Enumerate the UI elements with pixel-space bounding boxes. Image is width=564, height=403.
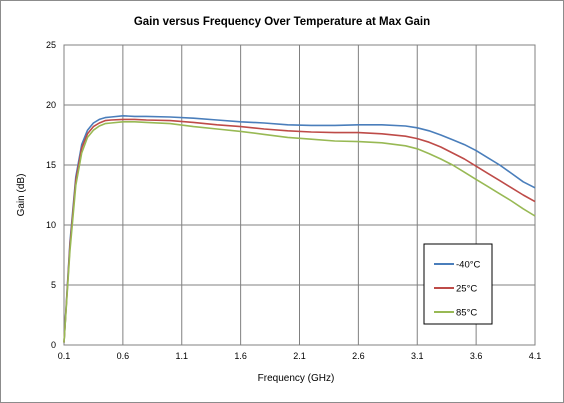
y-tick-label: 25 xyxy=(46,40,56,50)
x-axis-label: Frequency (GHz) xyxy=(258,373,335,384)
legend-label-1: 25°C xyxy=(456,284,477,295)
y-tick-label: 15 xyxy=(46,160,56,170)
legend: -40°C 25°C 85°C xyxy=(423,243,493,325)
y-tick-labels: 0 5 10 15 20 25 xyxy=(46,40,56,350)
series-line-0 xyxy=(63,115,536,343)
x-tick-label: 2.1 xyxy=(293,351,306,361)
y-tick-label: 0 xyxy=(51,340,56,350)
series-line-2 xyxy=(63,121,536,343)
legend-label-0: -40°C xyxy=(456,260,481,271)
y-tick-label: 20 xyxy=(46,100,56,110)
y-tick-label: 10 xyxy=(46,220,56,230)
y-axis-label: Gain (dB) xyxy=(16,174,27,217)
x-tick-labels: 0.1 0.6 1.1 1.6 2.1 2.6 3.1 3.6 4.1 xyxy=(58,351,542,361)
x-tick-label: 2.6 xyxy=(352,351,365,361)
x-tick-label: 1.1 xyxy=(175,351,188,361)
legend-box xyxy=(423,243,493,325)
series-line-1 xyxy=(63,118,536,343)
x-tick-label: 4.1 xyxy=(529,351,542,361)
plot-area-border xyxy=(63,44,536,346)
x-tick-label: 1.6 xyxy=(234,351,247,361)
x-tick-label: 3.6 xyxy=(470,351,483,361)
legend-label-2: 85°C xyxy=(456,308,477,319)
x-tick-label: 0.1 xyxy=(58,351,71,361)
series-lines xyxy=(63,115,536,343)
chart-title: Gain versus Frequency Over Temperature a… xyxy=(134,16,430,28)
x-tick-label: 0.6 xyxy=(117,351,130,361)
x-tick-label: 3.1 xyxy=(411,351,424,361)
y-tick-label: 5 xyxy=(51,280,56,290)
